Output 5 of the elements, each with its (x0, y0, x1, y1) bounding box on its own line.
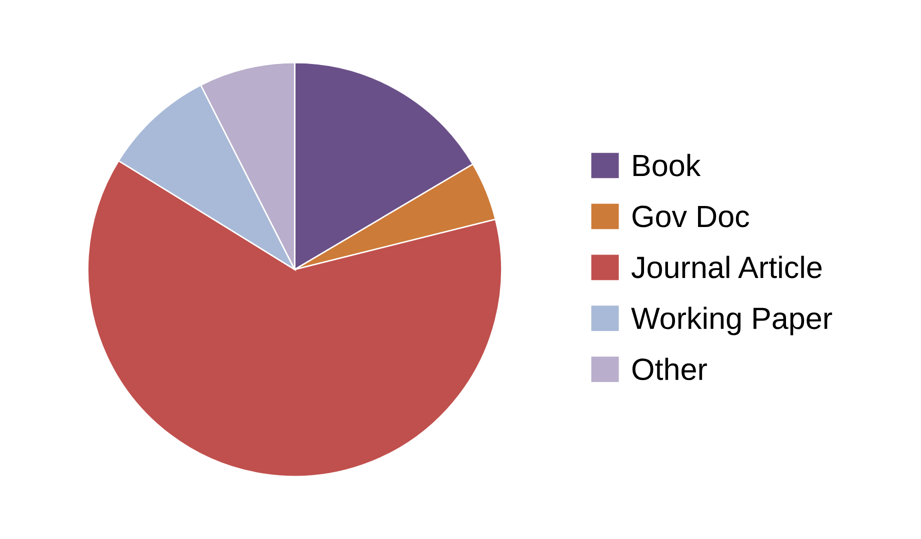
legend-label: Book (634, 154, 701, 176)
legend-label: Working Paper (631, 306, 832, 336)
legend-label: Other (632, 358, 707, 380)
legend-label: Gov Doc (632, 206, 750, 228)
legend-label: Journal Article (631, 256, 822, 278)
